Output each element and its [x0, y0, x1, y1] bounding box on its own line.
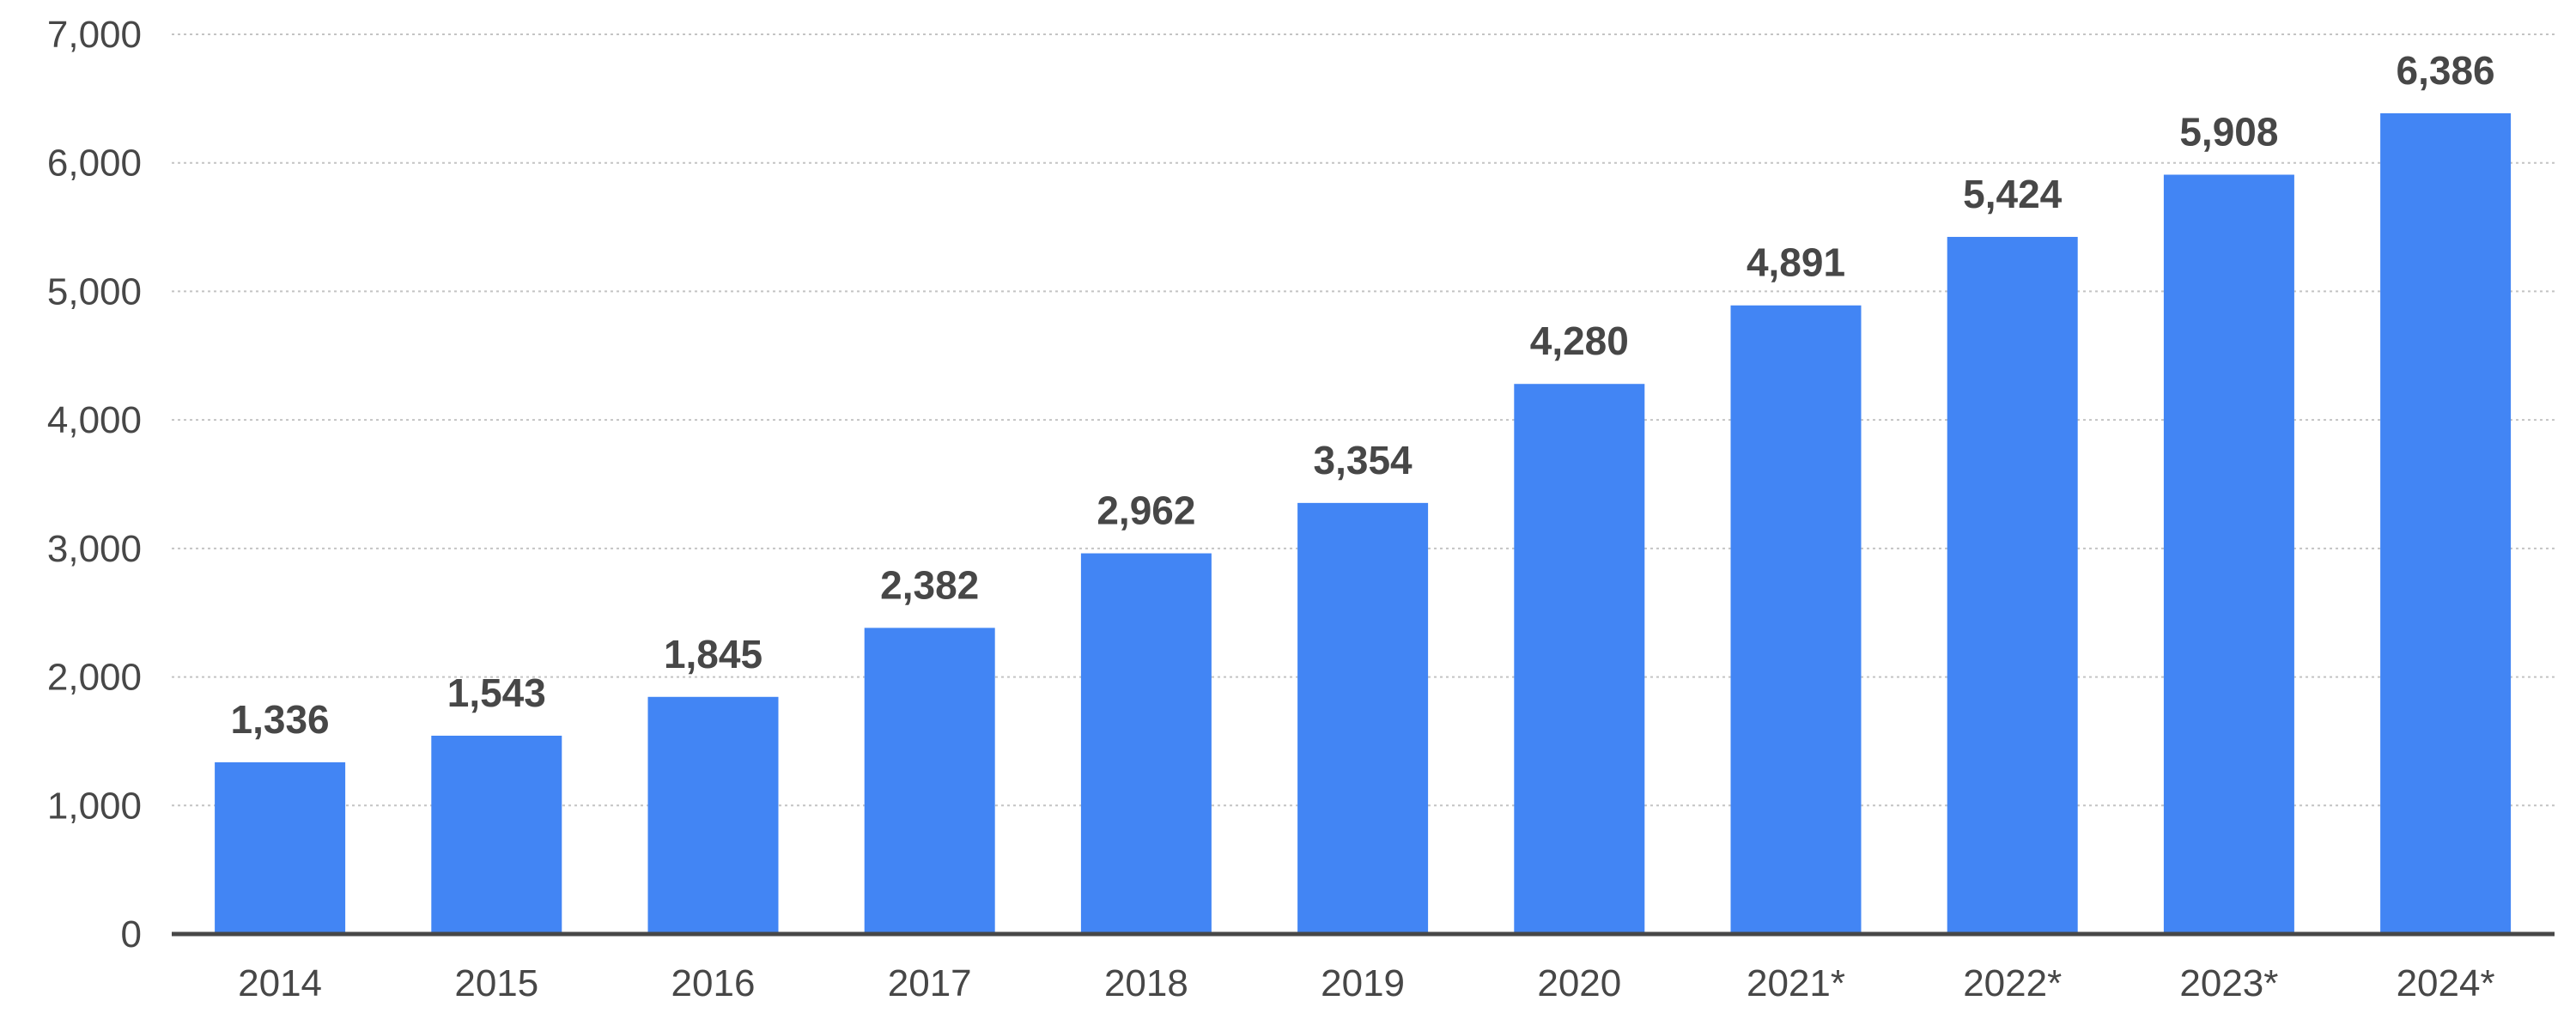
x-axis-ticks: 2014 2015 2016 2017 2018 2019 2020 2021* 2022* 20…	[238, 962, 2494, 1004]
bar-value-label: 2,962	[1097, 488, 1195, 533]
y-tick-label: 1,000	[47, 785, 142, 827]
x-tick-label: 2014	[238, 962, 322, 1004]
bar-2022-projected	[1947, 236, 2078, 934]
data-labels: 1,336 1,543 1,845 2,382 2,962 3,354 4,280 4,891…	[231, 48, 2495, 742]
x-tick-label: 2020	[1537, 962, 1621, 1004]
bar-2015	[431, 735, 562, 934]
bar-value-label: 4,280	[1530, 318, 1629, 363]
y-tick-label: 0	[121, 913, 142, 955]
bar-value-label: 6,386	[2397, 48, 2495, 93]
bars	[215, 112, 2512, 935]
bar-value-label: 1,543	[447, 670, 546, 715]
y-tick-label: 5,000	[47, 270, 142, 312]
x-tick-label: 2023*	[2179, 962, 2278, 1004]
x-tick-label: 2022*	[1963, 962, 2062, 1004]
x-tick-label: 2016	[671, 962, 756, 1004]
bar-2018	[1080, 553, 1212, 934]
y-axis-ticks: 0 1,000 2,000 3,000 4,000 5,000 6,000 7,000	[47, 14, 142, 955]
bar-value-label: 4,891	[1747, 240, 1845, 285]
bar-value-label: 5,424	[1963, 172, 2063, 216]
x-tick-label: 2021*	[1747, 962, 1845, 1004]
bar-2019	[1297, 502, 1429, 934]
y-tick-label: 6,000	[47, 143, 142, 185]
bar-2016	[647, 696, 779, 934]
y-tick-label: 7,000	[47, 14, 142, 56]
x-tick-label: 2015	[454, 962, 538, 1004]
bar-value-label: 2,382	[880, 562, 979, 607]
x-tick-label: 2019	[1321, 962, 1405, 1004]
y-tick-label: 4,000	[47, 399, 142, 441]
x-tick-label: 2017	[888, 962, 972, 1004]
bar-2017	[864, 628, 995, 934]
bar-value-label: 1,336	[231, 697, 330, 742]
bar-2014	[215, 761, 346, 934]
bar-value-label: 5,908	[2179, 109, 2278, 154]
bar-2024-projected	[2380, 112, 2512, 935]
bar-value-label: 1,845	[664, 632, 762, 676]
bar-2021-projected	[1730, 305, 1862, 934]
y-tick-label: 3,000	[47, 528, 142, 570]
x-tick-label: 2024*	[2397, 962, 2495, 1004]
bar-2023-projected	[2163, 174, 2294, 934]
bar-2020	[1514, 384, 1645, 934]
y-tick-label: 2,000	[47, 657, 142, 699]
bar-value-label: 3,354	[1314, 438, 1413, 482]
x-tick-label: 2018	[1104, 962, 1188, 1004]
